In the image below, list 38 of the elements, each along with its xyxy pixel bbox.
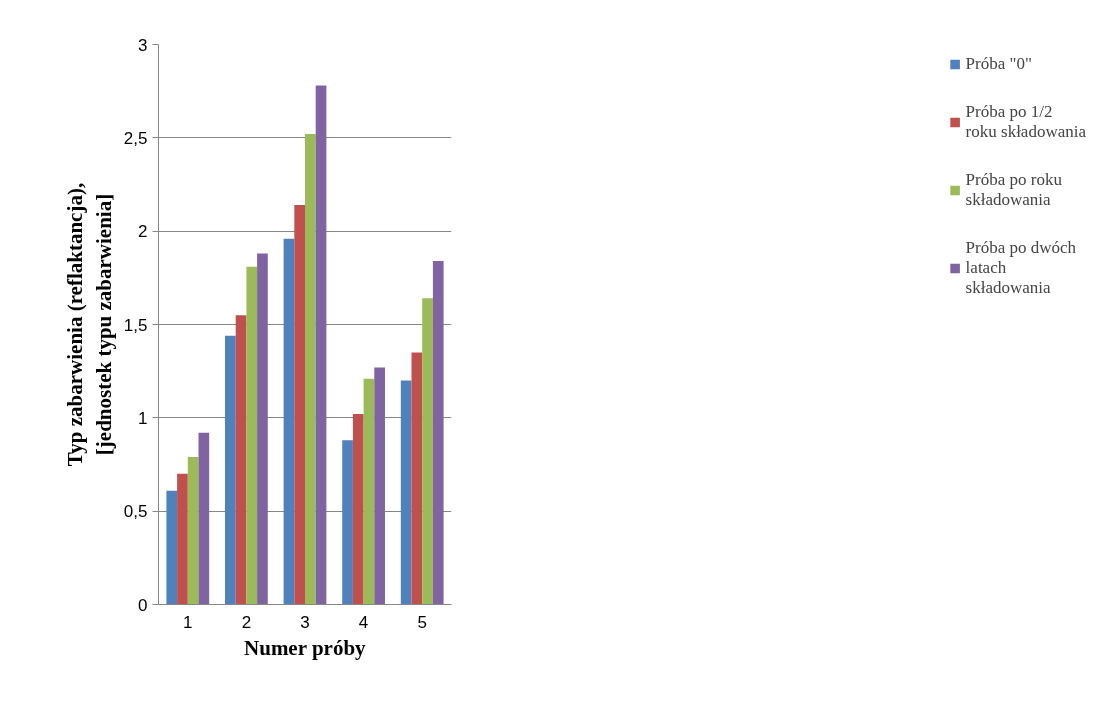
legend-label: Próba po dwóch latach składowania (965, 238, 1077, 298)
y-tick-label: 1 (138, 408, 148, 428)
y-tick-label: 0,5 (123, 502, 148, 522)
x-axis-title: Numer próby (244, 635, 367, 660)
bar (166, 490, 178, 605)
bar (352, 414, 364, 605)
bar (422, 298, 433, 605)
bar (177, 473, 188, 605)
x-tick-label: 1 (183, 612, 193, 632)
bar (198, 432, 210, 605)
bar (294, 205, 305, 605)
bar (283, 238, 295, 605)
bar (315, 85, 327, 605)
legend-label: Próba "0" (965, 54, 1032, 74)
bar (225, 335, 236, 605)
x-tick-label: 2 (241, 612, 252, 632)
bar (342, 440, 353, 605)
bar (374, 367, 385, 605)
y-tick-label: 3 (138, 35, 148, 55)
x-tick-label: 3 (300, 612, 310, 632)
bar (257, 253, 268, 605)
bar (411, 352, 423, 605)
legend-label: Próba po roku składowania (965, 170, 1062, 210)
bar (235, 315, 247, 605)
x-tick-label: 4 (358, 612, 369, 632)
bar (187, 457, 199, 605)
y-tick-label: 2,5 (123, 128, 148, 148)
y-tick-label: 1,5 (123, 315, 148, 335)
bar (305, 134, 316, 605)
bar (400, 380, 412, 605)
bar (363, 378, 375, 605)
x-tick-label: 5 (417, 612, 427, 632)
y-axis-title: Typ zabarwienia (reflaktancja), [jednostek typu zabarwienia] (63, 182, 116, 467)
bar (246, 266, 258, 605)
legend-label: Próba po 1/2 roku składowania (965, 102, 1086, 142)
bar (432, 261, 444, 605)
y-tick-label: 2 (138, 222, 148, 242)
y-tick-label: 0 (138, 595, 148, 615)
